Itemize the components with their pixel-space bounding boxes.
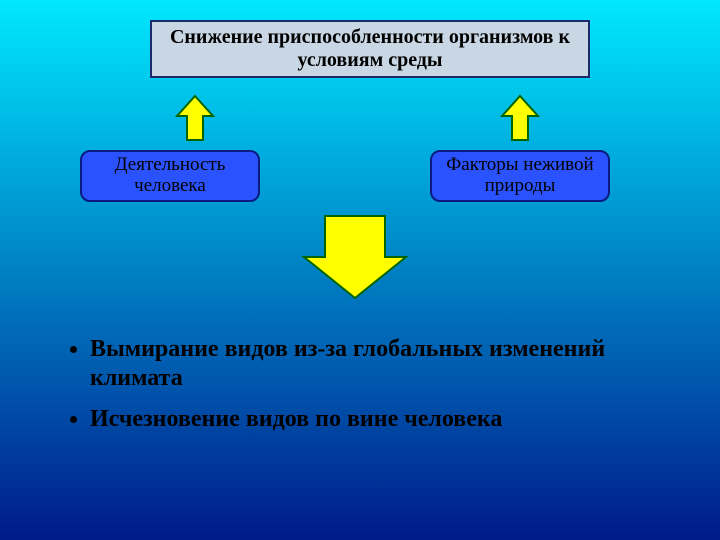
cause-box-right: Факторы неживой природы xyxy=(430,150,610,202)
bullet-text: Вымирание видов из-за глобальных изменен… xyxy=(90,336,605,391)
title-text: Снижение приспособленности организмов к … xyxy=(162,26,578,72)
bullet-text: Исчезновение видов по вине человека xyxy=(90,406,502,432)
cause-right-text: Факторы неживой природы xyxy=(438,155,602,197)
arrow-down xyxy=(300,212,410,302)
cause-left-text: Деятельность человека xyxy=(88,155,252,197)
arrow-up-right xyxy=(500,94,540,144)
title-box: Снижение приспособленности организмов к … xyxy=(150,20,590,78)
cause-box-left: Деятельность человека xyxy=(80,150,260,202)
list-item: Исчезновение видов по вине человека xyxy=(90,405,670,434)
bullet-list: Вымирание видов из-за глобальных изменен… xyxy=(60,335,670,445)
list-item: Вымирание видов из-за глобальных изменен… xyxy=(90,335,670,393)
arrow-up-left xyxy=(175,94,215,144)
